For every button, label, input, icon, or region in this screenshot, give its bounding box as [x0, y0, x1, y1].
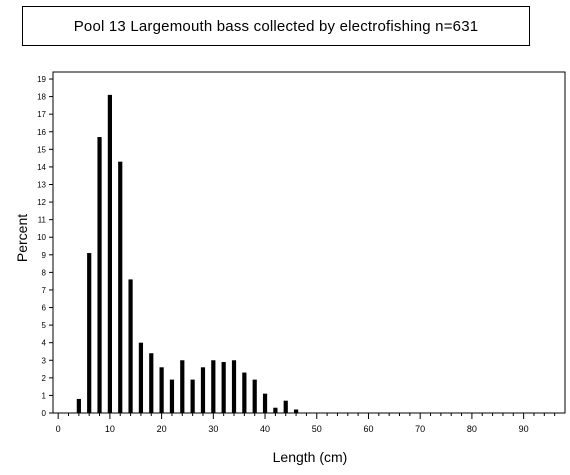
- bar: [128, 279, 133, 413]
- bar: [293, 409, 299, 413]
- bar: [262, 393, 268, 413]
- chart-title: Pool 13 Largemouth bass collected by ele…: [73, 18, 479, 35]
- x-tick-label: 80: [467, 424, 477, 434]
- bar: [107, 94, 112, 413]
- bar: [138, 342, 144, 413]
- title-box: Pool 13 Largemouth bass collected by ele…: [22, 6, 530, 46]
- x-tick-label: 0: [56, 424, 61, 434]
- bar: [211, 360, 216, 413]
- bar: [118, 161, 123, 413]
- y-tick-label: 0: [42, 409, 47, 418]
- bar: [200, 367, 206, 413]
- plot-frame: [52, 71, 566, 414]
- x-tick-label: 90: [519, 424, 529, 434]
- bar: [283, 400, 288, 413]
- x-tick-label: 20: [157, 424, 167, 434]
- x-tick-label: 30: [208, 424, 218, 434]
- y-tick-label: 15: [37, 145, 46, 154]
- y-tick-label: 8: [42, 268, 47, 277]
- y-axis-label: Percent: [14, 213, 30, 263]
- bar: [180, 360, 185, 413]
- y-tick-label: 12: [37, 198, 46, 207]
- x-tick-label: 10: [105, 424, 115, 434]
- x-major-ticks: 0 10 20 30 40 50 60 70 80 90: [56, 413, 529, 434]
- x-tick-label: 40: [260, 424, 270, 434]
- bar: [76, 398, 81, 413]
- y-tick-label: 16: [37, 128, 46, 137]
- bar: [242, 372, 247, 413]
- bar: [273, 407, 278, 413]
- y-tick-label: 19: [37, 75, 46, 84]
- bar: [159, 367, 164, 413]
- bars: [76, 94, 299, 414]
- bar: [252, 379, 257, 413]
- bar: [97, 137, 102, 414]
- y-tick-label: 2: [42, 374, 47, 383]
- y-tick-label: 5: [42, 321, 47, 330]
- x-axis-label: Length (cm): [272, 449, 348, 465]
- x-tick-label: 60: [363, 424, 373, 434]
- y-tick-label: 10: [37, 233, 46, 242]
- y-tick-label: 7: [42, 286, 47, 295]
- y-tick-label: 13: [37, 180, 46, 189]
- bar: [221, 362, 226, 413]
- y-tick-label: 4: [42, 339, 47, 348]
- x-tick-label: 70: [415, 424, 425, 434]
- y-tick-label: 17: [37, 110, 46, 119]
- y-tick-label: 11: [38, 216, 47, 225]
- y-tick-label: 1: [42, 391, 47, 400]
- y-tick-label: 18: [37, 93, 46, 102]
- bar: [169, 379, 175, 413]
- bar: [190, 379, 195, 413]
- x-minor-ticks: [68, 413, 556, 416]
- bar: [149, 353, 154, 413]
- bar: [231, 360, 237, 413]
- y-tick-label: 14: [37, 163, 46, 172]
- x-tick-label: 50: [312, 424, 322, 434]
- bar: [87, 253, 92, 413]
- y-tick-label: 9: [42, 251, 47, 260]
- y-tick-label: 3: [42, 356, 47, 365]
- y-tick-label: 6: [42, 304, 47, 313]
